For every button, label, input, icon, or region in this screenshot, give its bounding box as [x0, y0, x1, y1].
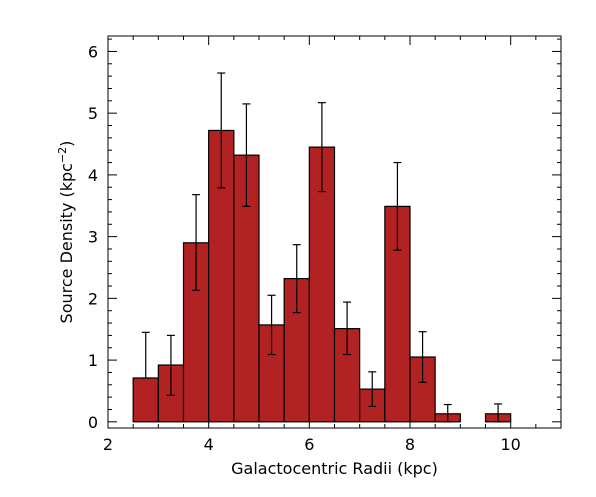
error-bar [217, 72, 226, 189]
error-bar [317, 102, 326, 193]
error-bar [267, 294, 276, 356]
y-tick-label: 2 [88, 289, 98, 308]
histogram-bar [132, 377, 159, 423]
y-axis-label-main: Source Density (kpc [57, 163, 76, 323]
error-bar [494, 403, 503, 423]
y-axis-label: Source Density (kpc−2) [56, 141, 77, 324]
x-tick-label: 2 [103, 435, 113, 454]
y-tick-label: 6 [88, 42, 98, 61]
tick-labels-group: 2 4 6 8 10 0 1 2 3 4 5 6 [88, 42, 521, 454]
y-tick-label: 3 [88, 228, 98, 247]
error-bar [192, 194, 201, 291]
error-bar [393, 161, 402, 251]
x-tick-label: 4 [204, 435, 214, 454]
x-tick-label: 10 [500, 435, 520, 454]
axis-ticks-group [107, 36, 562, 428]
error-bar [368, 371, 377, 407]
y-tick-label: 5 [88, 104, 98, 123]
x-axis-label: Galactocentric Radii (kpc) [231, 459, 438, 478]
error-bar [242, 103, 251, 207]
error-bar [292, 244, 301, 314]
error-bar [418, 331, 427, 383]
x-tick-label: 6 [304, 435, 314, 454]
error-bars-group [141, 72, 503, 423]
error-bar [343, 301, 352, 356]
histogram-bar [308, 146, 336, 423]
error-bar [443, 403, 452, 423]
y-tick-label: 0 [88, 413, 98, 432]
x-tick-label: 8 [405, 435, 415, 454]
y-axis-label-superscript: −2 [56, 147, 69, 163]
y-tick-label: 4 [88, 166, 98, 185]
y-tick-label: 1 [88, 351, 98, 370]
error-bar [141, 331, 150, 379]
histogram-bar [233, 154, 260, 423]
error-bar [166, 334, 175, 396]
histogram-bar [333, 328, 361, 423]
y-axis-label-close: ) [57, 141, 76, 147]
